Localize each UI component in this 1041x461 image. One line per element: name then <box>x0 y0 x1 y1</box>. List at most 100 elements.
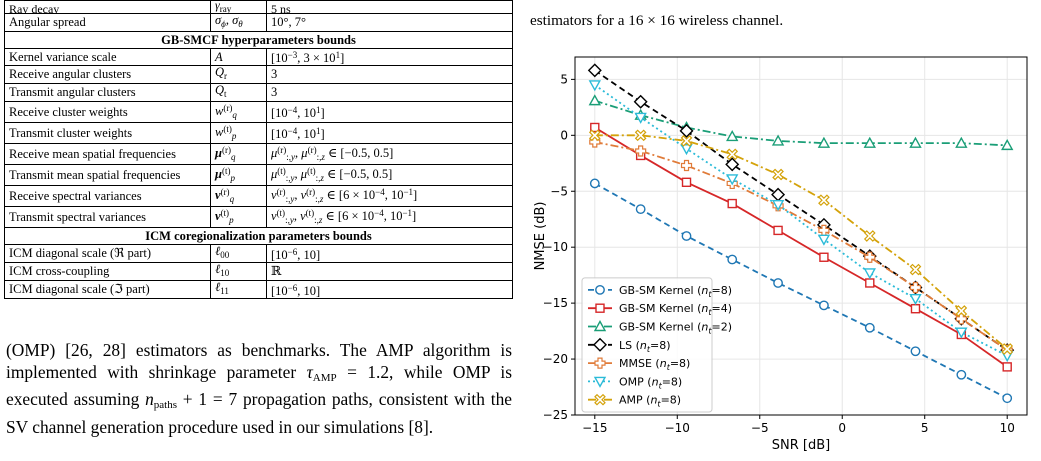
legend-label: GB-SM Kernel (nt=4) <box>619 302 732 317</box>
series-0 <box>589 178 1013 404</box>
data-point <box>588 129 601 142</box>
param-value: 3 <box>266 65 513 84</box>
param-name: Receive cluster weights <box>4 101 211 123</box>
data-point <box>726 129 739 142</box>
param-name: Transmit angular clusters <box>4 83 211 102</box>
table-row: Ray decay γray 5 ns <box>4 0 513 14</box>
legend-item: LS (nt=8) <box>588 337 671 354</box>
series-line <box>594 134 1008 350</box>
legend-box <box>581 277 713 413</box>
data-point <box>726 148 739 161</box>
y-tick-label: −5 <box>550 184 568 198</box>
data-point <box>863 136 876 148</box>
series-2 <box>588 94 1014 151</box>
data-point <box>771 187 786 202</box>
data-point <box>635 145 647 157</box>
table-row: ICM cross-coupling ℓ10 ℝ <box>4 262 513 281</box>
legend: GB-SM Kernel (nt=8) GB-SM Kernel (nt=4) GB… <box>581 277 732 413</box>
param-value: 3 <box>266 83 513 102</box>
section-header: GB-SMCF hyperparameters bounds <box>4 31 513 49</box>
nmse-chart: −15 −10 −5 0 5 10 5 0 −5 −10 −15 −20 −25 SNR [dB] NM… <box>533 56 1028 453</box>
data-point <box>863 268 876 280</box>
data-point <box>1001 138 1014 151</box>
param-value: 5 ns <box>266 0 513 14</box>
table-row: Receive spectral variances v(r)q v(r):,y… <box>4 185 513 207</box>
table-row: ICM diagonal scale (ℜ part) ℓ00 [10−6, 1… <box>4 244 513 263</box>
param-name: Angular spread <box>4 13 211 32</box>
data-point <box>588 94 601 106</box>
param-value: v(r):,y, v(r):,z ∈ [6 × 10−4, 10−1] <box>266 185 513 207</box>
data-point <box>865 278 875 288</box>
data-point <box>589 178 600 189</box>
table-row: Angular spread σϕ, σθ 10°, 7° <box>4 13 513 32</box>
param-name: ICM cross-coupling <box>4 262 211 281</box>
data-point <box>680 135 693 147</box>
data-point <box>863 230 876 242</box>
data-point <box>680 159 693 172</box>
data-point <box>909 281 922 294</box>
data-point <box>955 136 968 148</box>
param-name: Ray decay <box>4 0 211 14</box>
data-point <box>635 204 646 215</box>
data-point <box>909 136 922 148</box>
data-point <box>1002 362 1012 372</box>
table-row: Kernel variance scale A [10−3, 3 × 101] <box>4 48 513 66</box>
data-point <box>910 346 921 357</box>
ticks: −15 −10 −5 0 5 10 5 0 −5 −10 −15 −20 −25 <box>543 72 1015 435</box>
param-symbol: v(t)p <box>210 206 267 228</box>
param-name: Receive angular clusters <box>4 65 211 84</box>
param-symbol: ℓ11 <box>210 280 267 299</box>
legend-label: AMP (nt=8) <box>619 394 681 409</box>
param-name: Receive mean spatial frequencies <box>4 143 211 165</box>
x-tick-label: 5 <box>921 421 929 435</box>
data-point <box>681 231 692 241</box>
body-paragraph: (OMP) [26, 28] estimators as benchmarks.… <box>6 340 512 437</box>
data-point <box>819 252 829 262</box>
data-point <box>864 322 875 333</box>
data-point <box>819 300 829 311</box>
data-point <box>593 376 607 388</box>
data-point <box>909 293 922 306</box>
section-title: ICM coregionalization parameters bounds <box>4 227 513 245</box>
table-row: Transmit angular clusters Qt 3 <box>4 83 513 102</box>
y-axis-label: NMSE (dB) <box>533 202 548 271</box>
data-point <box>593 337 607 352</box>
param-symbol: μ(r)q <box>210 143 267 165</box>
param-name: ICM diagonal scale (ℜ part) <box>4 244 211 263</box>
data-point <box>864 251 876 263</box>
data-point <box>725 157 740 172</box>
y-tick-label: −10 <box>543 240 568 254</box>
legend-item: MMSE (nt=8) <box>588 357 690 372</box>
y-tick-label: 0 <box>560 128 568 142</box>
data-point <box>956 369 967 380</box>
section-header: ICM coregionalization parameters bounds <box>4 227 513 245</box>
param-name: ICM diagonal scale (ℑ part) <box>4 280 211 299</box>
data-point <box>1002 393 1013 404</box>
param-name: Transmit mean spatial frequencies <box>4 164 211 186</box>
x-tick-label: −10 <box>665 421 690 435</box>
table-row: Transmit spectral variances v(t)p v(t):,… <box>4 206 513 228</box>
param-symbol: σϕ, σθ <box>210 13 267 32</box>
param-symbol: μ(t)p <box>210 164 267 186</box>
param-value: [10−3, 3 × 101] <box>266 48 513 66</box>
x-tick-label: 10 <box>1000 421 1015 435</box>
parameter-table: Ray decay γray 5 ns Angular spread σϕ, σ… <box>4 0 513 299</box>
data-point <box>727 254 738 265</box>
data-point <box>634 129 647 142</box>
series-line <box>594 141 1008 351</box>
data-point <box>772 168 784 181</box>
x-tick-label: 0 <box>838 421 846 435</box>
data-point <box>955 327 968 339</box>
data-point <box>1001 343 1014 355</box>
data-point <box>590 122 600 133</box>
data-point <box>588 80 601 92</box>
param-name: Transmit cluster weights <box>4 122 211 144</box>
x-axis-label: SNR [dB] <box>772 438 830 453</box>
param-value: [10−4, 101] <box>266 122 513 144</box>
data-point <box>771 134 785 146</box>
legend-item: GB-SM Kernel (nt=4) <box>588 302 732 317</box>
data-point <box>818 194 830 207</box>
data-point <box>955 305 968 317</box>
param-symbol: Qr <box>210 65 267 84</box>
plot-frame <box>574 56 1028 416</box>
